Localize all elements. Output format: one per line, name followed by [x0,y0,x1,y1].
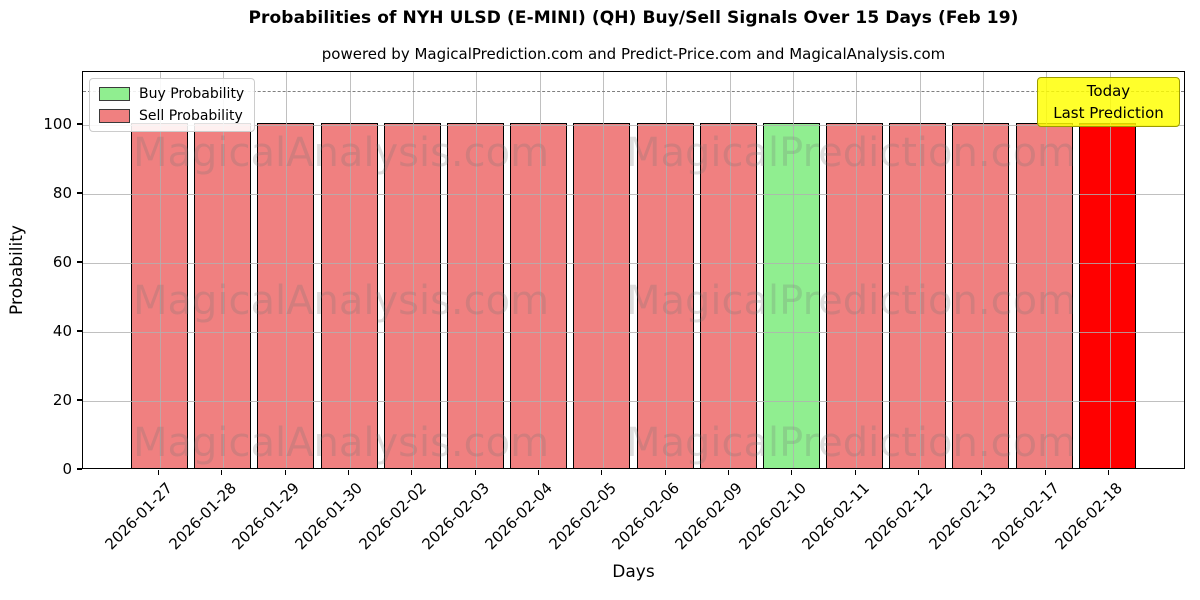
xtick-mark-2026-02-05 [601,470,603,475]
xtick-label-2026-02-12: 2026-02-12 [861,479,937,554]
xtick-mark-2026-02-02 [411,470,413,475]
xtick-label-2026-02-09: 2026-02-09 [671,479,747,554]
xtick-label-2026-02-05: 2026-02-05 [545,479,620,554]
bar-2026-02-11-sell [826,123,884,468]
xtick-label-2026-01-29: 2026-01-29 [228,479,303,554]
ytick-label-100: 100 [43,115,72,134]
xtick-mark-2026-02-06 [664,470,666,475]
ytick-mark-60 [77,261,82,263]
x-axis-label: Days [612,562,655,582]
bar-2026-02-10-buy [762,123,820,468]
bar-2026-01-27-sell [131,123,188,468]
plot-area: MagicalAnalysis.com MagicalPrediction.com… [82,71,1185,469]
ytick-label-0: 0 [62,460,72,478]
bar-2026-01-28-sell [194,123,252,468]
bar-2026-02-03-sell [446,123,504,468]
xtick-label-2026-02-10: 2026-02-10 [735,479,810,554]
xtick-label-2026-01-30: 2026-01-30 [291,479,367,554]
xtick-label-2026-01-28: 2026-01-28 [165,479,240,554]
bar-2026-01-29-sell [257,123,315,468]
xtick-mark-2026-02-10 [791,470,793,475]
ytick-label-60: 60 [52,253,72,272]
bar-2026-02-17-sell [1015,123,1073,468]
bar-2026-02-05-sell [573,123,631,468]
today-annotation-line2: Last Prediction [1053,104,1164,122]
legend-label-buy: Buy Probability [139,86,245,102]
xtick-label-2026-02-13: 2026-02-13 [925,479,1000,554]
ytick-label-40: 40 [52,322,72,340]
y-axis-label: Probability [7,225,27,315]
ytick-label-80: 80 [52,184,72,203]
chart-title: Probabilities of NYH ULSD (E-MINI) (QH) … [248,8,1019,28]
bars-layer [83,72,1184,468]
xtick-mark-2026-02-09 [727,470,730,475]
xtick-mark-2026-02-04 [537,470,540,475]
xtick-mark-2026-02-18 [1107,470,1110,475]
xtick-mark-2026-02-03 [474,470,476,475]
xtick-mark-2026-02-11 [854,470,856,475]
bar-2026-02-18-sell_today [1078,123,1136,468]
xtick-label-2026-02-03: 2026-02-03 [418,479,493,554]
xtick-mark-2026-01-27 [157,470,160,475]
legend-item-sell: Sell Probability [99,108,244,124]
legend-label-sell: Sell Probability [139,108,243,124]
legend-item-buy: Buy Probability [99,86,244,102]
today-annotation-line1: Today [1086,82,1131,100]
bar-2026-02-02-sell [383,123,441,468]
legend-swatch-buy [99,87,130,101]
xtick-label-2026-02-11: 2026-02-11 [798,479,873,554]
bar-2026-02-13-sell [952,123,1010,468]
xtick-mark-2026-01-29 [284,470,286,475]
ytick-mark-80 [77,192,82,194]
xtick-label-2026-02-06: 2026-02-06 [608,479,683,554]
legend-swatch-sell [99,109,130,123]
xtick-label-2026-02-18: 2026-02-18 [1051,479,1127,554]
xtick-label-2026-02-04: 2026-02-04 [481,479,557,554]
today-annotation: Today Last Prediction [1037,77,1180,127]
xtick-mark-2026-01-30 [347,470,350,475]
xtick-mark-2026-01-28 [221,470,223,475]
ytick-mark-40 [77,330,82,332]
xtick-mark-2026-02-12 [917,470,920,475]
xtick-mark-2026-02-17 [1044,470,1046,475]
bar-2026-01-30-sell [320,123,378,468]
bar-2026-02-06-sell [636,123,694,468]
legend: Buy Probability Sell Probability [89,78,256,132]
xtick-label-2026-02-02: 2026-02-02 [355,479,430,554]
ytick-label-20: 20 [52,391,72,409]
threshold-dashed-line [83,90,1184,92]
bar-2026-02-12-sell [889,123,947,468]
bar-2026-02-09-sell [699,123,757,468]
ytick-mark-100 [77,123,82,125]
chart-subtitle: powered by MagicalPrediction.com and Pre… [321,45,946,63]
bar-2026-02-04-sell [510,123,568,468]
xtick-label-2026-01-27: 2026-01-27 [101,479,177,554]
ytick-mark-0 [77,468,82,470]
ytick-mark-20 [77,399,82,401]
xtick-mark-2026-02-13 [981,470,983,475]
xtick-label-2026-02-17: 2026-02-17 [988,479,1063,554]
